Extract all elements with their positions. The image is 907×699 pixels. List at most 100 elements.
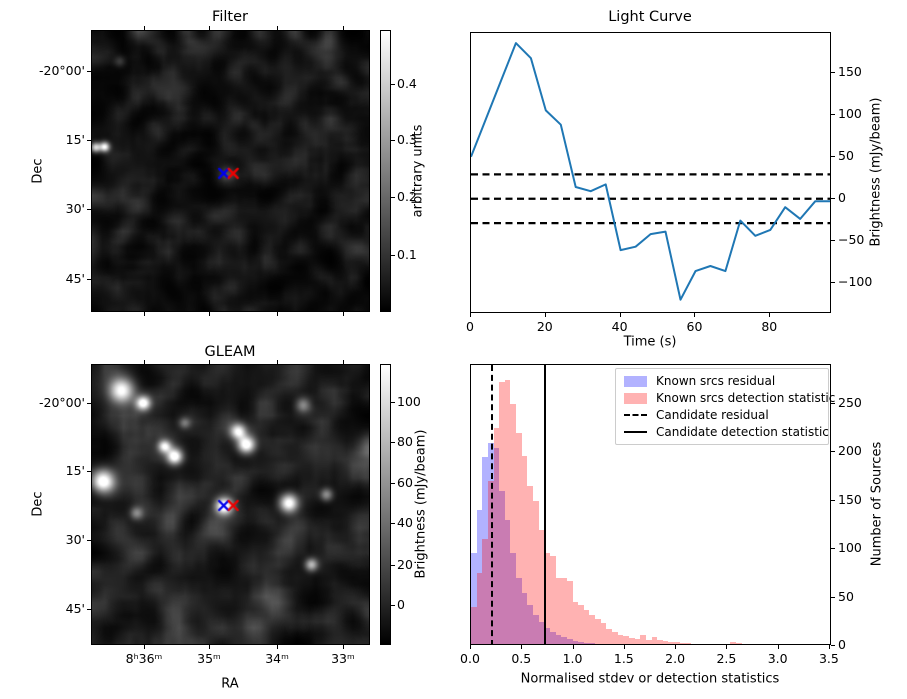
legend-label: Candidate detection statistic bbox=[656, 425, 829, 439]
hist-bar-series1 bbox=[651, 637, 658, 644]
hist-bar-series1 bbox=[634, 639, 641, 644]
hist-bar-series1 bbox=[549, 555, 556, 644]
legend-label: Known srcs residual bbox=[656, 374, 776, 388]
tick-label: 3.0 bbox=[767, 651, 788, 666]
legend-swatch-blue-patch bbox=[624, 375, 647, 387]
axis-tick bbox=[521, 645, 523, 649]
hist-bar-series1 bbox=[493, 427, 500, 644]
hist-bar-series0 bbox=[493, 448, 500, 644]
axis-tick bbox=[831, 155, 835, 157]
hist-bar-series1 bbox=[657, 640, 663, 644]
tick-label: 30' bbox=[65, 531, 85, 547]
axis-tick bbox=[831, 239, 835, 241]
hist-bar-series1 bbox=[708, 644, 714, 645]
filter-image bbox=[92, 31, 369, 311]
hist-bar-series1 bbox=[527, 486, 534, 644]
tick-label: 100 bbox=[397, 393, 421, 409]
hist-bar-series0 bbox=[544, 627, 550, 644]
legend-label: Candidate residual bbox=[656, 408, 769, 422]
tick-label: 80 bbox=[397, 434, 413, 450]
tick-label: 0.5 bbox=[511, 651, 532, 666]
hist-bar-series0 bbox=[504, 520, 511, 644]
hist-bar-series1 bbox=[662, 641, 669, 644]
tick-label: 150 bbox=[838, 491, 862, 507]
hist-bar-series1 bbox=[471, 607, 477, 644]
axis-tick bbox=[87, 609, 91, 611]
hist-bar-series0 bbox=[595, 644, 601, 645]
lightcurve-plot bbox=[471, 42, 830, 301]
legend-item-known-detection: Known srcs detection statistic bbox=[624, 391, 835, 405]
axis-tick bbox=[87, 139, 91, 141]
axis-tick bbox=[277, 360, 279, 364]
hist-bar-series0 bbox=[510, 552, 517, 644]
axis-tick bbox=[144, 360, 145, 364]
hist-bar-series0 bbox=[601, 644, 607, 645]
axis-tick bbox=[87, 539, 91, 541]
filter-image-axes bbox=[91, 30, 370, 312]
axis-tick bbox=[391, 255, 395, 257]
axis-tick bbox=[619, 313, 621, 317]
tick-label: 40 bbox=[397, 515, 413, 531]
hist-bar-series1 bbox=[685, 643, 691, 644]
tick-label: 0 bbox=[397, 597, 405, 613]
tick-label: 80 bbox=[761, 319, 778, 334]
hist-bar-series1 bbox=[628, 638, 635, 644]
tick-label: 2.5 bbox=[716, 651, 737, 666]
gleam-image-axes bbox=[91, 364, 370, 645]
hist-bar-series0 bbox=[516, 578, 522, 644]
hist-bar-series1 bbox=[533, 500, 539, 644]
lightcurve-title: Light Curve bbox=[608, 9, 692, 25]
tick-label: 200 bbox=[838, 443, 862, 459]
axis-tick bbox=[144, 312, 145, 316]
axis-tick bbox=[342, 360, 344, 364]
axis-tick bbox=[87, 403, 91, 405]
axis-tick bbox=[623, 645, 625, 649]
tick-label: −50 bbox=[838, 231, 865, 247]
hist-bar-series0 bbox=[476, 510, 483, 644]
tick-label: 0.4 bbox=[397, 75, 417, 91]
axis-tick bbox=[831, 71, 835, 73]
hist-bar-series1 bbox=[583, 610, 590, 644]
hist-bar-series1 bbox=[645, 640, 652, 644]
axis-tick bbox=[391, 196, 395, 198]
tick-label: 8ʰ36ᵐ bbox=[125, 651, 163, 666]
tick-label: 20 bbox=[536, 319, 553, 334]
hist-bar-series1 bbox=[600, 622, 607, 644]
tick-label: 40 bbox=[611, 319, 628, 334]
axis-tick bbox=[777, 645, 779, 649]
filter-colorbar bbox=[380, 30, 391, 312]
axis-tick bbox=[87, 209, 91, 211]
gleam-image bbox=[92, 365, 369, 644]
legend-item-known-residual: Known srcs residual bbox=[624, 374, 820, 388]
hist-bar-series1 bbox=[538, 529, 545, 644]
legend-item-candidate-detection: Candidate detection statistic bbox=[624, 425, 829, 439]
histogram-xlabel: Normalised stdev or detection statistics bbox=[520, 671, 780, 687]
axis-tick bbox=[391, 139, 395, 141]
axis-tick bbox=[694, 313, 696, 317]
hist-bar-series1 bbox=[679, 643, 686, 644]
hist-bar-series1 bbox=[606, 628, 613, 644]
tick-label: 0.2 bbox=[397, 188, 417, 204]
tick-label: 30' bbox=[65, 201, 85, 217]
tick-label: 0 bbox=[466, 319, 474, 334]
legend-label: Known srcs detection statistic bbox=[656, 391, 836, 405]
tick-label: 34ᵐ bbox=[265, 651, 289, 666]
tick-label: 0.0 bbox=[460, 651, 480, 666]
legend-item-candidate-residual: Candidate residual bbox=[624, 408, 820, 422]
axis-tick bbox=[769, 313, 771, 317]
candidate-residual-line bbox=[490, 365, 493, 644]
axis-tick bbox=[209, 312, 211, 316]
hist-bar-series1 bbox=[617, 635, 624, 644]
hist-bar-series0 bbox=[555, 635, 562, 644]
hist-bar-series1 bbox=[589, 614, 596, 644]
hist-bar-series0 bbox=[561, 637, 567, 644]
axis-tick bbox=[391, 401, 395, 403]
hist-bar-series1 bbox=[521, 456, 528, 644]
hist-bar-series1 bbox=[702, 644, 708, 645]
hist-bar-series0 bbox=[572, 641, 579, 644]
axis-tick bbox=[831, 197, 835, 199]
axis-tick bbox=[209, 26, 211, 30]
axis-tick bbox=[391, 482, 395, 484]
tick-label: 100 bbox=[838, 105, 862, 121]
axis-tick bbox=[87, 471, 91, 473]
